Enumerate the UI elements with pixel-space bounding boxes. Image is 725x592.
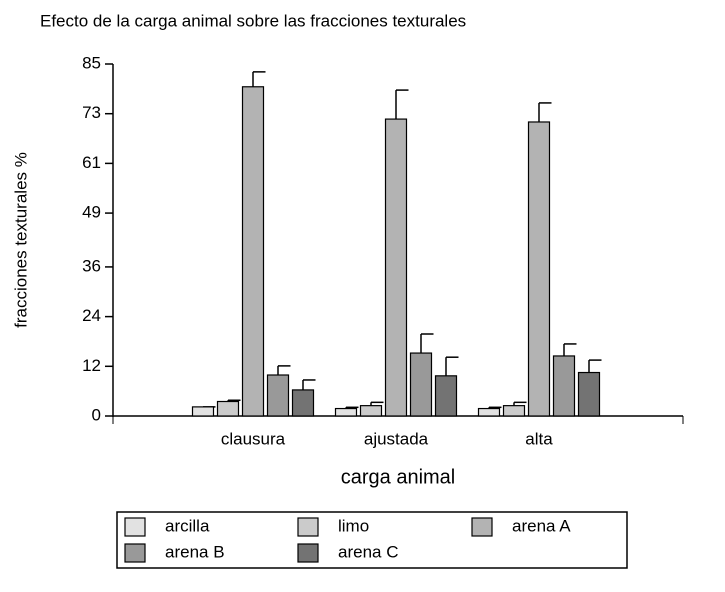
legend-swatch <box>297 543 319 563</box>
y-tick-label: 0 <box>92 405 101 424</box>
legend-swatch <box>124 517 146 537</box>
y-tick-label: 49 <box>82 203 101 222</box>
bar <box>334 407 358 417</box>
bar <box>241 86 265 417</box>
y-tick-label: 36 <box>82 256 101 275</box>
legend-label: limo <box>338 516 369 535</box>
y-tick-label: 85 <box>82 53 101 72</box>
bar <box>502 405 526 417</box>
chart-title: Efecto de la carga animal sobre las frac… <box>40 11 466 30</box>
bar <box>577 371 601 417</box>
legend-box <box>116 511 628 569</box>
legend-label: arena A <box>512 516 571 535</box>
bar <box>384 118 408 417</box>
y-tick-label: 73 <box>82 103 101 122</box>
bar <box>359 405 383 417</box>
x-axis-label: carga animal <box>341 466 456 488</box>
bar <box>216 400 240 417</box>
legend-swatch <box>124 543 146 563</box>
bar <box>552 355 576 417</box>
legend-swatch <box>297 517 319 537</box>
y-tick-label: 12 <box>82 356 101 375</box>
bar <box>409 352 433 417</box>
y-tick-label: 24 <box>82 306 101 325</box>
bar <box>291 389 315 417</box>
legend-label: arena B <box>165 542 225 561</box>
bar <box>434 375 458 417</box>
bar <box>477 407 501 417</box>
legend-label: arcilla <box>165 516 210 535</box>
bar <box>527 121 551 417</box>
x-tick-label: ajustada <box>364 429 429 448</box>
x-tick-label: clausura <box>221 429 286 448</box>
y-axis-label: fracciones texturales % <box>11 152 30 328</box>
legend-swatch <box>471 517 493 537</box>
y-tick-label: 61 <box>82 153 101 172</box>
x-tick-label: alta <box>525 429 553 448</box>
bar <box>266 374 290 417</box>
bar <box>191 406 215 417</box>
legend-label: arena C <box>338 542 398 561</box>
